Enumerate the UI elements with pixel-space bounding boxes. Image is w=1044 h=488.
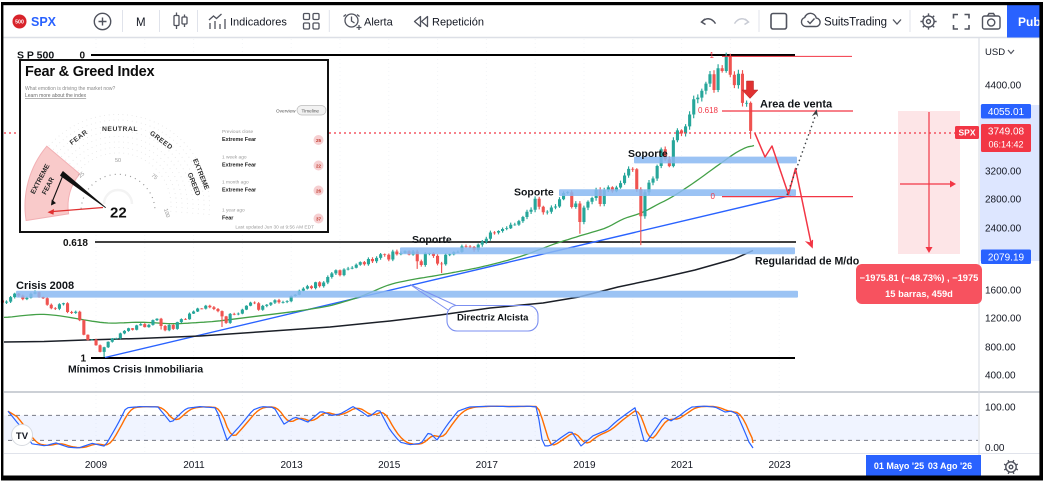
svg-text:3200.00: 3200.00 bbox=[985, 167, 1022, 178]
svg-text:Area de venta: Area de venta bbox=[760, 99, 833, 111]
svg-text:2023: 2023 bbox=[768, 460, 791, 471]
svg-text:2013: 2013 bbox=[280, 460, 303, 471]
svg-text:Extreme Fear: Extreme Fear bbox=[222, 137, 257, 143]
svg-text:01 Mayo '25: 01 Mayo '25 bbox=[874, 461, 924, 471]
svg-text:SPX: SPX bbox=[958, 128, 975, 138]
svg-text:25: 25 bbox=[316, 138, 322, 143]
svg-text:Fear & Greed Index: Fear & Greed Index bbox=[25, 64, 154, 80]
svg-text:2019: 2019 bbox=[573, 460, 596, 471]
svg-text:Alerta: Alerta bbox=[364, 17, 394, 29]
svg-text:0.00: 0.00 bbox=[985, 443, 1005, 454]
svg-text:15 barras, 459d: 15 barras, 459d bbox=[885, 289, 953, 299]
svg-text:Directriz Alcista: Directriz Alcista bbox=[457, 313, 529, 324]
svg-text:2800.00: 2800.00 bbox=[985, 195, 1022, 206]
svg-text:0: 0 bbox=[711, 192, 716, 201]
svg-text:SuitsTrading: SuitsTrading bbox=[824, 17, 887, 29]
svg-text:Soporte: Soporte bbox=[628, 148, 668, 160]
svg-text:Repetición: Repetición bbox=[432, 17, 484, 29]
svg-text:What emotion is driving the ma: What emotion is driving the market now? bbox=[25, 86, 116, 92]
svg-text:SPX: SPX bbox=[31, 15, 57, 29]
svg-text:1 year ago: 1 year ago bbox=[222, 208, 245, 214]
svg-text:75: 75 bbox=[150, 173, 159, 181]
svg-text:Crisis 2008: Crisis 2008 bbox=[16, 280, 74, 292]
svg-text:1200.00: 1200.00 bbox=[985, 314, 1022, 325]
svg-text:25: 25 bbox=[78, 171, 87, 179]
svg-text:Pub: Pub bbox=[1018, 15, 1041, 29]
svg-text:4055.01: 4055.01 bbox=[988, 107, 1025, 118]
svg-text:2015: 2015 bbox=[378, 460, 401, 471]
svg-text:03 Ago '26: 03 Ago '26 bbox=[928, 461, 972, 471]
svg-text:M: M bbox=[136, 17, 146, 29]
svg-text:50: 50 bbox=[115, 158, 121, 164]
svg-text:Mínimos Crisis Inmobiliaria: Mínimos Crisis Inmobiliaria bbox=[68, 365, 203, 376]
svg-text:2017: 2017 bbox=[476, 460, 499, 471]
svg-text:4400.00: 4400.00 bbox=[985, 81, 1022, 92]
svg-text:Indicadores: Indicadores bbox=[230, 17, 287, 29]
svg-text:1600.00: 1600.00 bbox=[985, 286, 1022, 297]
svg-text:Previous close: Previous close bbox=[222, 129, 254, 135]
svg-text:2011: 2011 bbox=[183, 460, 205, 471]
svg-text:S P 500: S P 500 bbox=[17, 50, 54, 62]
svg-text:0.618: 0.618 bbox=[63, 238, 88, 249]
svg-text:1 week ago: 1 week ago bbox=[222, 155, 247, 161]
svg-text:USD: USD bbox=[985, 47, 1005, 58]
svg-text:Extreme Fear: Extreme Fear bbox=[222, 188, 257, 194]
svg-text:Regularidad de M/do: Regularidad de M/do bbox=[755, 256, 860, 268]
svg-text:Soporte: Soporte bbox=[412, 234, 452, 246]
svg-text:06:14:42: 06:14:42 bbox=[988, 140, 1023, 150]
svg-text:2021: 2021 bbox=[671, 460, 694, 471]
svg-text:22: 22 bbox=[316, 164, 322, 169]
svg-text:Fear: Fear bbox=[222, 216, 234, 222]
svg-text:800.00: 800.00 bbox=[985, 343, 1016, 354]
svg-text:22: 22 bbox=[110, 205, 127, 222]
svg-text:500: 500 bbox=[15, 20, 24, 26]
svg-text:3749.08: 3749.08 bbox=[988, 127, 1025, 138]
svg-text:Last updated Jun 30 at 9:56 AM: Last updated Jun 30 at 9:56 AM EDT bbox=[235, 225, 314, 231]
svg-text:400.00: 400.00 bbox=[985, 371, 1016, 382]
svg-text:1: 1 bbox=[80, 354, 86, 365]
svg-text:100.00: 100.00 bbox=[985, 403, 1016, 414]
svg-text:1: 1 bbox=[710, 51, 715, 60]
svg-text:26: 26 bbox=[316, 189, 322, 194]
svg-text:TV: TV bbox=[16, 431, 29, 442]
svg-text:2009: 2009 bbox=[85, 460, 108, 471]
svg-text:0.618: 0.618 bbox=[698, 106, 719, 115]
svg-text:NEUTRAL: NEUTRAL bbox=[102, 126, 138, 133]
svg-text:2079.19: 2079.19 bbox=[988, 252, 1025, 263]
svg-text:Extreme Fear: Extreme Fear bbox=[222, 163, 257, 169]
svg-text:37: 37 bbox=[316, 217, 322, 222]
svg-text:Overview: Overview bbox=[276, 109, 296, 114]
svg-text:Soporte: Soporte bbox=[514, 187, 554, 199]
svg-text:1 month ago: 1 month ago bbox=[222, 180, 249, 186]
svg-text:2400.00: 2400.00 bbox=[985, 224, 1022, 235]
svg-text:Learn more about the index: Learn more about the index bbox=[25, 93, 87, 99]
svg-text:Timeline: Timeline bbox=[302, 109, 320, 114]
svg-text:0: 0 bbox=[79, 51, 85, 62]
svg-text:100: 100 bbox=[162, 208, 170, 218]
svg-text:−1975.81 (−48.73%) , −1975: −1975.81 (−48.73%) , −1975 bbox=[860, 273, 979, 283]
